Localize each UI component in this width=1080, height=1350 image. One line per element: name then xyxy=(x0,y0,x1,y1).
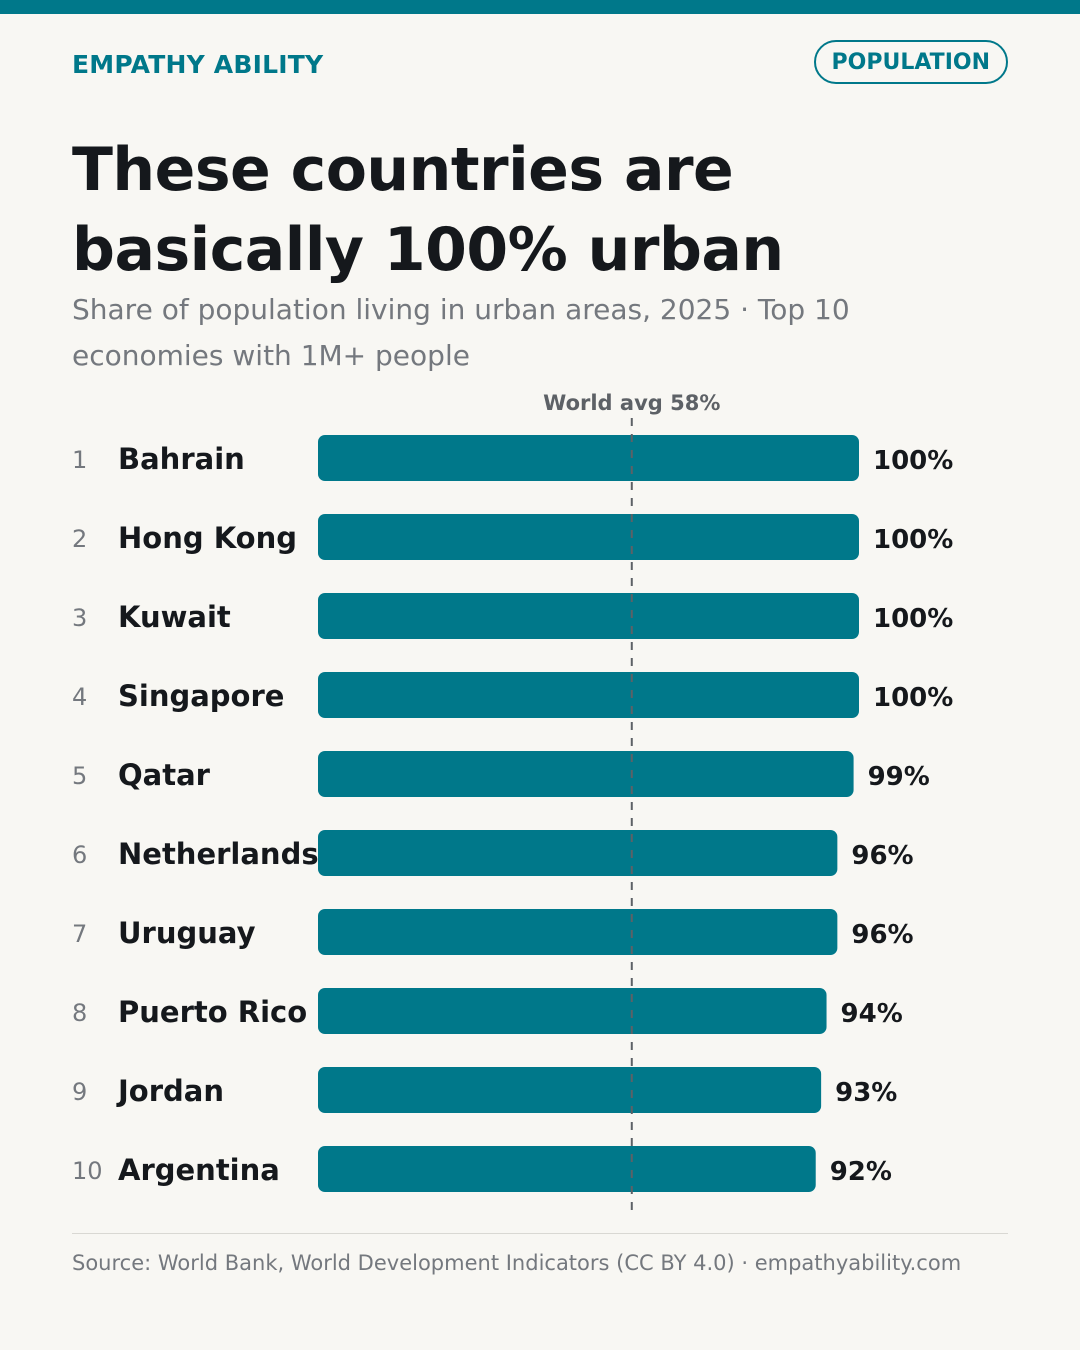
value-label: 100% xyxy=(873,604,953,634)
category-label: Puerto Rico xyxy=(118,995,307,1029)
value-label: 100% xyxy=(873,683,953,713)
bar xyxy=(318,435,859,481)
reference-line-label: World avg 58% xyxy=(543,391,720,415)
category-label: Uruguay xyxy=(118,916,256,950)
bar xyxy=(318,988,827,1034)
chart-title: These countries are basically 100% urban xyxy=(72,135,784,285)
category-label: Netherlands xyxy=(118,837,319,871)
category-label: Singapore xyxy=(118,679,284,713)
value-label: 93% xyxy=(835,1078,897,1108)
value-label: 94% xyxy=(841,999,903,1029)
brand-name: EMPATHY ABILITY xyxy=(72,50,324,79)
category-label: Jordan xyxy=(116,1074,224,1108)
rank-label: 6 xyxy=(72,841,87,869)
source-note: Source: World Bank, World Development In… xyxy=(72,1251,962,1275)
category-label: Qatar xyxy=(118,758,211,792)
category-label: Bahrain xyxy=(118,442,245,476)
rank-label: 5 xyxy=(72,762,87,790)
rank-label: 8 xyxy=(72,999,87,1027)
rank-label: 9 xyxy=(72,1078,87,1106)
category-label: Hong Kong xyxy=(118,521,297,555)
value-label: 96% xyxy=(851,920,913,950)
rank-label: 4 xyxy=(72,683,87,711)
rank-label: 2 xyxy=(72,525,87,553)
bar xyxy=(318,514,859,560)
value-label: 100% xyxy=(873,446,953,476)
bar xyxy=(318,830,838,876)
category-label: Argentina xyxy=(118,1153,280,1187)
category-label: Kuwait xyxy=(118,600,231,634)
bar xyxy=(318,751,854,797)
bar-chart: World avg 58% 1 Bahrain 100% 2 Hong Kong 100% 3… xyxy=(72,391,953,1210)
value-label: 99% xyxy=(868,762,930,792)
chart-subtitle: Share of population living in urban area… xyxy=(72,293,850,372)
value-label: 100% xyxy=(873,525,953,555)
footer-divider xyxy=(72,1233,1008,1234)
value-label: 92% xyxy=(830,1157,892,1187)
bar xyxy=(318,1067,822,1113)
rank-label: 10 xyxy=(72,1157,103,1185)
value-label: 96% xyxy=(851,841,913,871)
top-accent-bar xyxy=(0,0,1080,14)
bar xyxy=(318,1146,816,1192)
bar xyxy=(318,909,838,955)
rank-label: 7 xyxy=(72,920,87,948)
category-badge: POPULATION xyxy=(813,40,1008,84)
rank-label: 1 xyxy=(72,446,87,474)
rank-label: 3 xyxy=(72,604,87,632)
bar xyxy=(318,672,859,718)
bar xyxy=(318,593,859,639)
